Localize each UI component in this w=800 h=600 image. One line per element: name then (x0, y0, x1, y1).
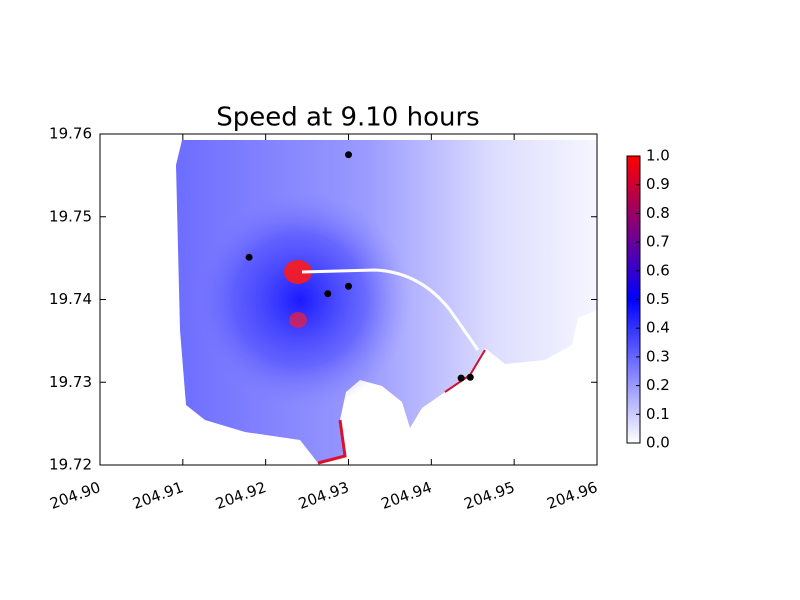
colorbar-tick-label: 0.4 (646, 319, 670, 337)
point (324, 290, 332, 298)
chart-title: Speed at 9.10 hours (216, 103, 479, 133)
colorbar-tick-label: 0.9 (646, 175, 670, 193)
colorbar-tick-label: 0.7 (646, 233, 670, 251)
x-tick-label: 204.96 (544, 478, 599, 513)
y-tick-label: 19.74 (49, 290, 92, 308)
colorbar-tick-label: 0.5 (646, 290, 670, 308)
point (466, 373, 474, 381)
point (345, 282, 352, 290)
field-hotspot (289, 312, 307, 328)
x-tick-label: 204.92 (213, 478, 268, 513)
point (457, 374, 465, 382)
colorbar-tick-label: 0.8 (646, 204, 670, 222)
x-tick-label: 204.94 (379, 478, 434, 513)
x-tick-label: 204.95 (462, 478, 517, 513)
x-tick-label: 204.90 (47, 478, 102, 513)
y-tick-label: 19.75 (49, 207, 92, 225)
point (345, 151, 352, 159)
colorbar-tick-label: 0.6 (646, 261, 670, 279)
y-tick-label: 19.73 (49, 373, 92, 391)
x-tick-label: 204.91 (130, 478, 185, 513)
colorbar-tick-label: 0.2 (646, 376, 670, 394)
colorbar-tick-label: 0.3 (646, 347, 670, 365)
field-core (190, 190, 410, 410)
field-jetty (301, 268, 480, 351)
y-tick-label: 19.76 (49, 125, 92, 143)
colorbar-tick-label: 1.0 (646, 147, 670, 165)
colorbar-tick-label: 0.0 (646, 434, 670, 452)
point (245, 253, 253, 261)
y-tick-label: 19.72 (49, 456, 92, 474)
colorbar-tick-label: 0.1 (646, 405, 670, 423)
x-tick-label: 204.93 (296, 478, 351, 513)
speed-field (176, 140, 597, 465)
field-hotspot (284, 260, 312, 284)
field-edge (317, 419, 347, 465)
